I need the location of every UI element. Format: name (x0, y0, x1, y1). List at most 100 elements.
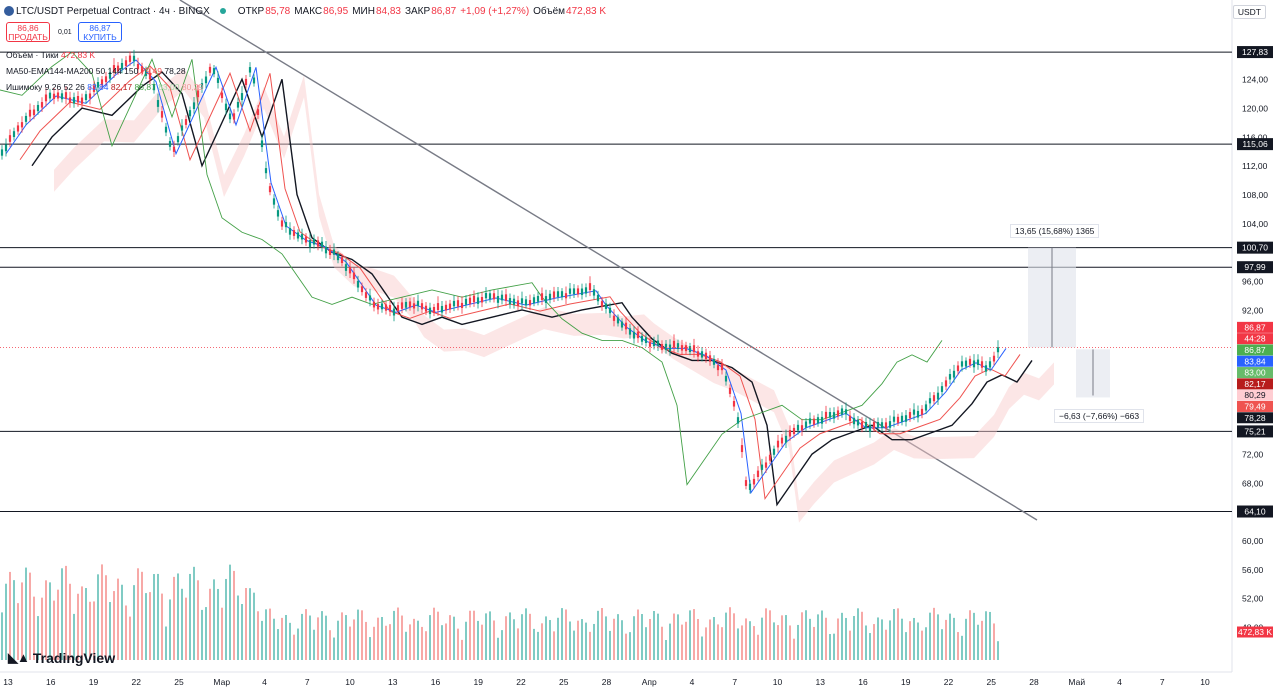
volume-bar (521, 614, 523, 660)
candle-body (256, 109, 260, 115)
volume-bar (429, 615, 431, 660)
candle-body (148, 72, 152, 80)
candle-body (832, 412, 836, 419)
volume-bar (785, 615, 787, 660)
volume-bar (57, 589, 59, 660)
candle-body (628, 328, 632, 335)
ichimoku-value-3: 86,87 (134, 82, 156, 92)
volume-bar (897, 608, 899, 660)
volume-bar (969, 610, 971, 660)
tradingview-logo-text: TradingView (32, 650, 116, 666)
volume-bar (953, 617, 955, 660)
candle-body (788, 430, 792, 437)
candle-body (32, 109, 36, 116)
volume-bar (269, 608, 271, 660)
volume-bar (461, 639, 463, 660)
volume-bar (73, 613, 75, 660)
candle-body (948, 374, 952, 380)
candle-body (888, 421, 892, 428)
y-tick-label: 96,00 (1242, 277, 1264, 287)
candle-body (936, 392, 940, 400)
level-price-label: 97,99 (1244, 262, 1266, 272)
candle-body (384, 304, 388, 311)
symbol-title[interactable]: LTC/USDT Perpetual Contract · 4ч · BINGX (16, 5, 210, 17)
volume-bar (129, 616, 131, 660)
volume-bar (649, 618, 651, 660)
volume-bar (237, 595, 239, 660)
volume-bar (677, 614, 679, 660)
volume-bar (837, 618, 839, 660)
volume-bar (417, 620, 419, 660)
price-tag (1237, 321, 1273, 333)
buy-button[interactable]: 86,87 КУПИТЬ (78, 22, 122, 42)
ma200-line (31, 71, 1033, 507)
candle-body (812, 418, 816, 425)
candle-body (192, 102, 196, 109)
x-tick-label: 25 (987, 677, 997, 687)
candle-body (456, 300, 460, 307)
ichimoku-legend[interactable]: Ишимоку 9 26 52 26 83,84 82,17 86,87 83,… (6, 82, 203, 92)
candle-body (640, 335, 644, 342)
candle-body (856, 419, 860, 426)
volume-bar (697, 618, 699, 660)
high-value: 86,95 (323, 5, 349, 17)
volume-bar (861, 611, 863, 660)
candle-body (928, 398, 932, 404)
x-tick-label: 4 (690, 677, 695, 687)
ma-legend[interactable]: MA50-EMA144-MA200 50 144 150 79,49 78,28 (6, 66, 186, 76)
candle-body (940, 386, 944, 392)
candle-body (160, 111, 164, 118)
candle-body (328, 249, 332, 255)
volume-bar (885, 629, 887, 660)
candle-body (376, 304, 380, 310)
volume-bar (101, 564, 103, 660)
volume-bar (485, 613, 487, 660)
volume-bar (281, 617, 283, 660)
candle-body (828, 411, 832, 418)
volume-bar (297, 628, 299, 660)
volume-bar (353, 619, 355, 660)
candle-body (392, 308, 396, 316)
level-price-tag (1237, 241, 1273, 254)
sell-price: 86,86 (17, 23, 39, 33)
sell-button[interactable]: 86,86 ПРОДАТЬ (6, 22, 50, 42)
candle-body (768, 454, 772, 461)
volume-bar (909, 621, 911, 660)
candle-body (776, 440, 780, 448)
volume-bar (553, 631, 555, 660)
volume-legend[interactable]: Объём · Тики 472,83 K (6, 50, 95, 60)
candle-body (296, 232, 300, 239)
volume-bar (549, 620, 551, 660)
volume-bar (397, 607, 399, 660)
candle-body (900, 415, 904, 422)
volume-legend-name: Объём · Тики (6, 50, 59, 60)
candle-body (340, 257, 344, 264)
candle-body (796, 424, 800, 431)
volume-bar (833, 633, 835, 660)
y-tick-label: 72,00 (1242, 450, 1264, 460)
volume-bar (773, 622, 775, 660)
candle-body (316, 240, 320, 247)
x-tick-label: 10 (1200, 677, 1210, 687)
candle-body (668, 344, 672, 352)
volume-bar (817, 614, 819, 660)
candle-body (752, 478, 756, 485)
tradingview-logo[interactable]: ◣▲ TradingView (8, 650, 115, 666)
volume-bar (749, 621, 751, 660)
volume-bar (533, 628, 535, 660)
currency-selector[interactable]: USDT (1232, 5, 1266, 19)
volume-bar (165, 626, 167, 660)
candle-body (896, 416, 900, 423)
candle-body (872, 422, 876, 429)
volume-bar (405, 631, 407, 660)
volume-bar (61, 568, 63, 660)
price-tag (1237, 389, 1273, 401)
volume-bar (369, 637, 371, 660)
buy-label: КУПИТЬ (83, 32, 117, 42)
volume-bar (257, 611, 259, 660)
market-open-indicator (219, 8, 226, 14)
candle-body (552, 291, 556, 298)
volume-bar (45, 580, 47, 660)
candle-body (596, 294, 600, 302)
